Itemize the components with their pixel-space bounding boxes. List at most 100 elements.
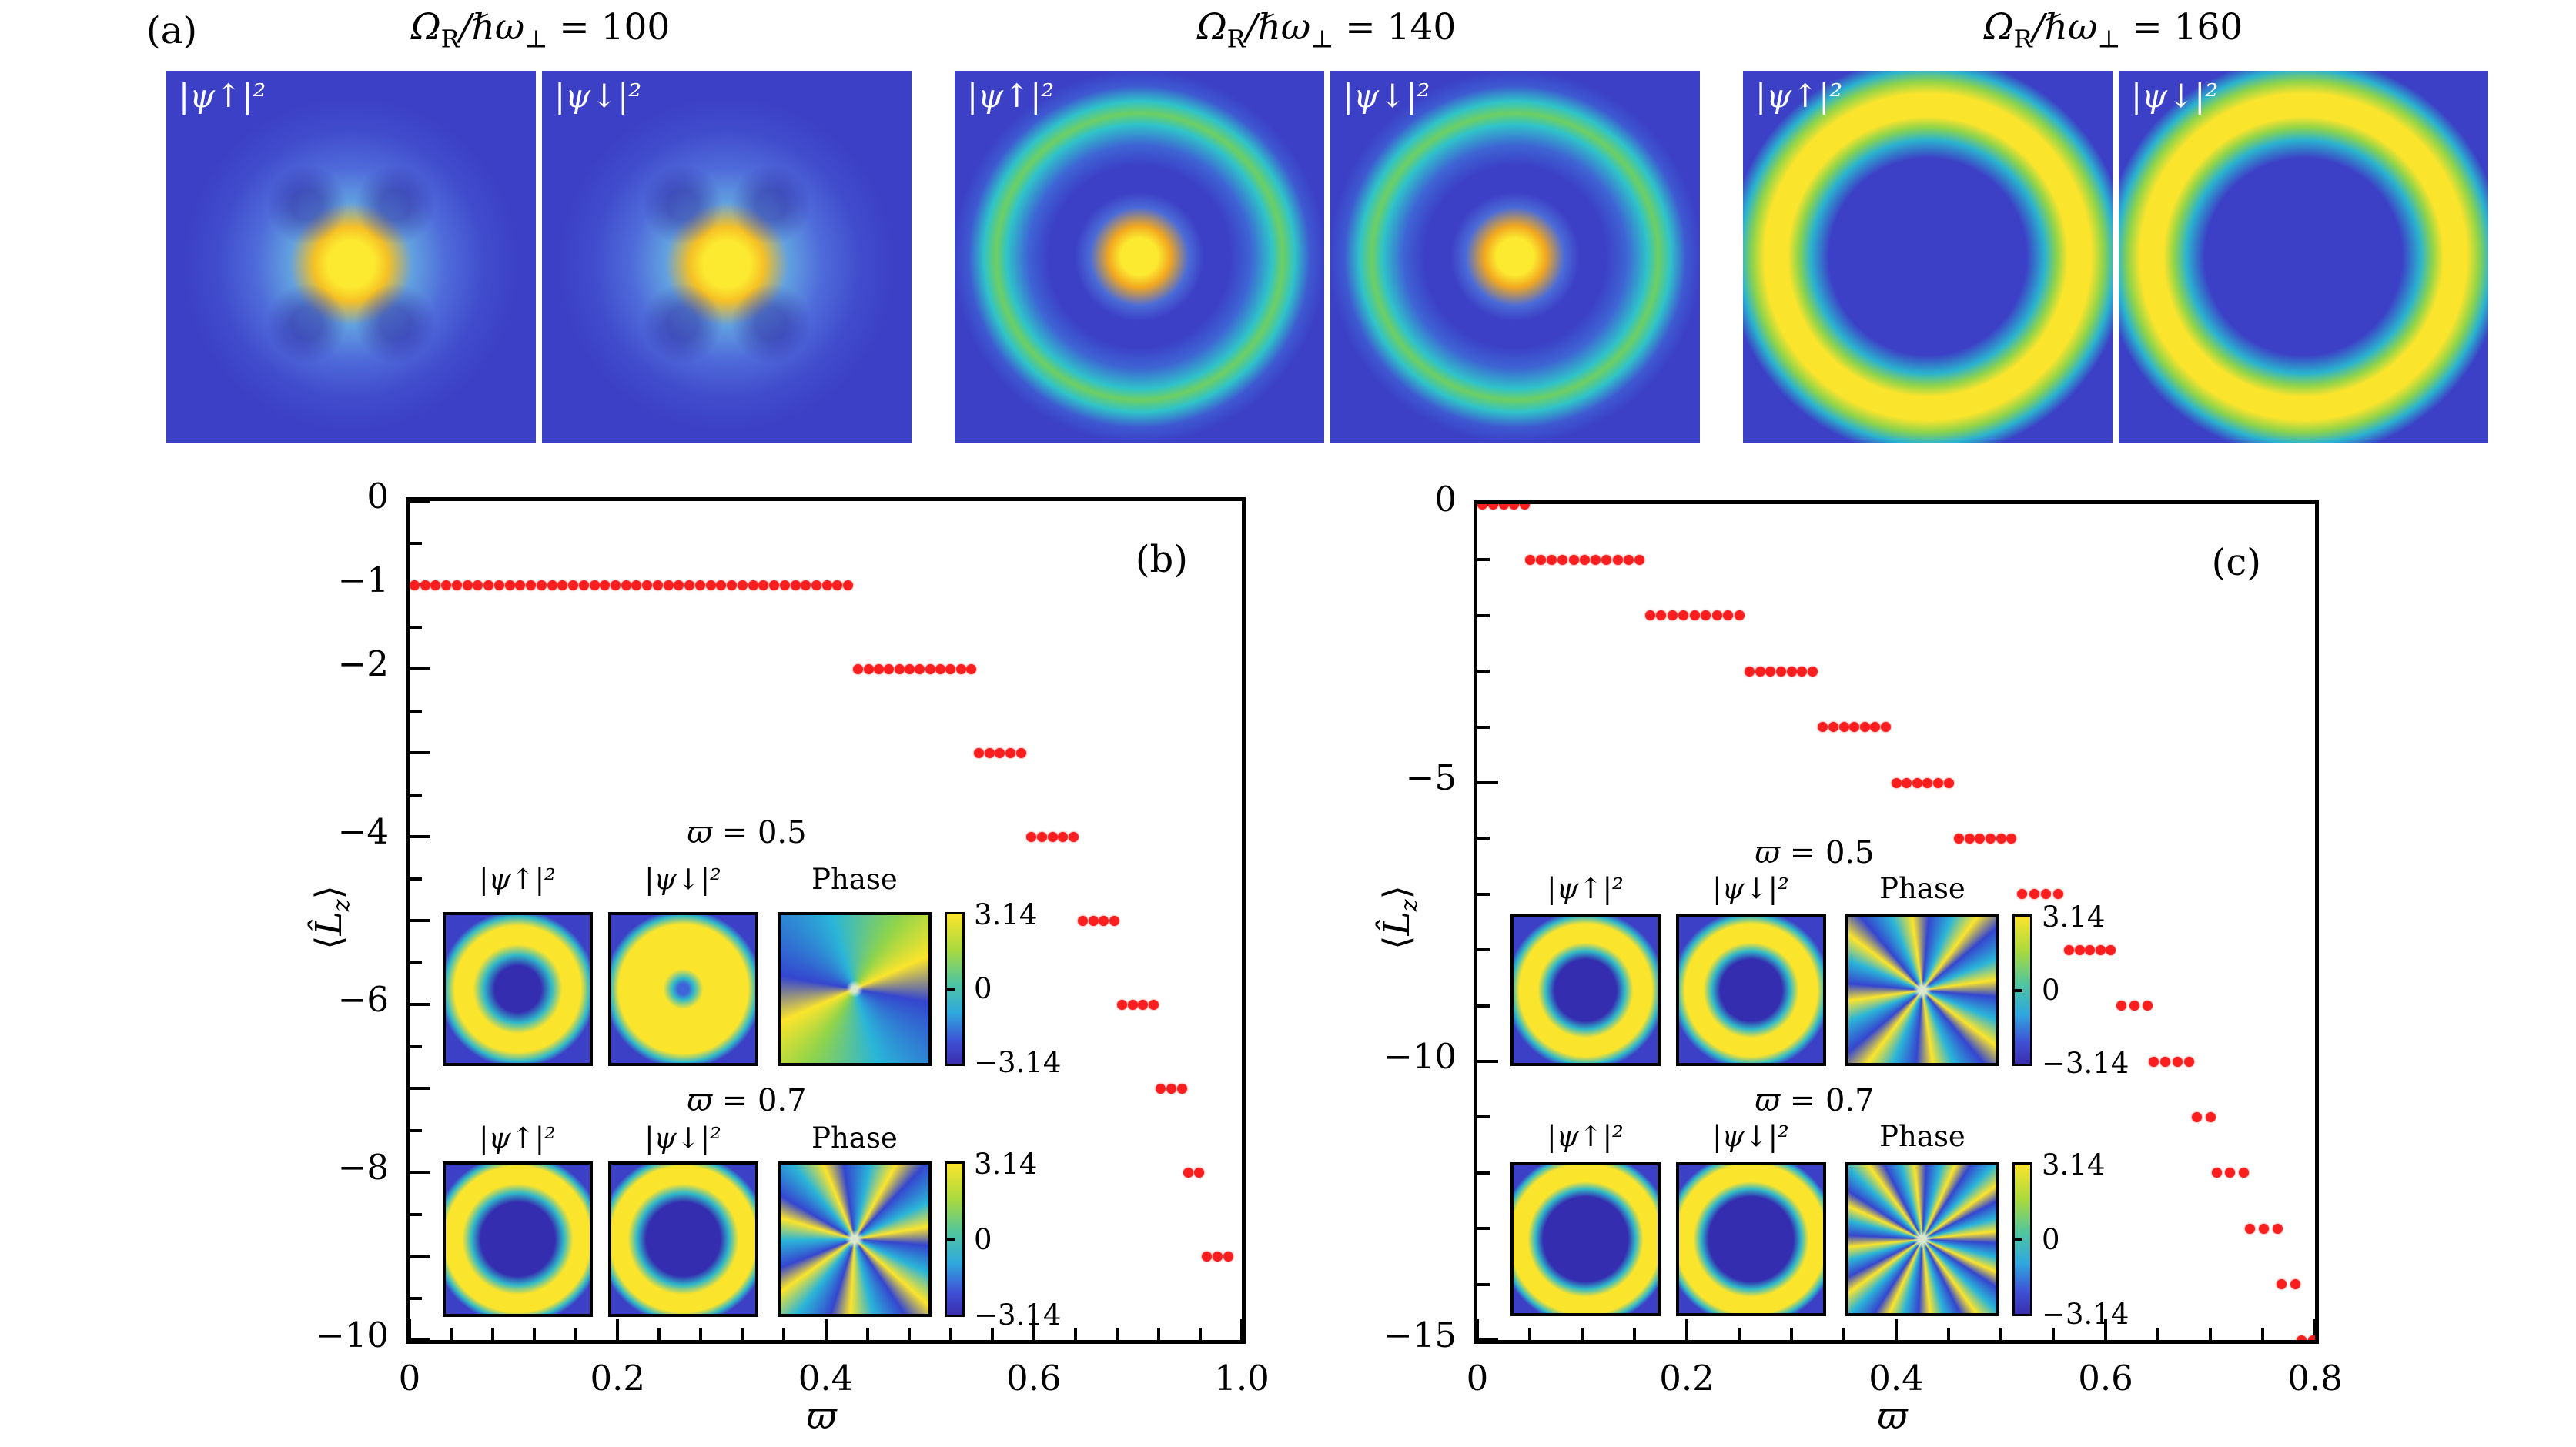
data-point [1047, 831, 1058, 842]
y-tick [1477, 1115, 1490, 1119]
colorbar-max-label: 3.14 [974, 1148, 1038, 1181]
data-point [557, 580, 568, 590]
colorbar-min-label: −3.14 [974, 1046, 1062, 1079]
x-tick-label: 0.4 [1868, 1358, 1924, 1399]
inset-density-down [1676, 1162, 1826, 1316]
y-tick-label: −5 [1405, 757, 1457, 798]
panel-b-inset1-title: ϖ = 0.5 [687, 815, 807, 850]
data-point [1568, 554, 1579, 565]
y-tick [410, 1171, 430, 1174]
x-tick [1198, 1328, 1202, 1340]
data-point [1765, 666, 1776, 677]
y-tick [410, 919, 430, 922]
density-label: |ψ↓|² [1343, 77, 1430, 115]
y-tick [410, 625, 422, 629]
data-point [801, 580, 811, 590]
colorbar-max-label: 3.14 [2042, 901, 2106, 934]
data-point [441, 580, 452, 590]
y-tick [410, 1212, 422, 1216]
data-point [2006, 833, 2017, 844]
psi-up-label: |ψ↑|² [479, 863, 556, 896]
data-point [1524, 554, 1535, 565]
data-point [973, 747, 984, 758]
data-point [1678, 610, 1689, 621]
y-tick [1477, 725, 1490, 729]
x-tick [2052, 1328, 2055, 1340]
x-tick [2209, 1328, 2212, 1340]
data-point [2160, 1056, 2171, 1067]
data-point [2172, 1056, 2183, 1067]
data-point [2129, 1001, 2139, 1011]
phase-colorbar [945, 912, 965, 1066]
data-point [451, 580, 462, 590]
data-point [1922, 777, 1933, 788]
data-point [473, 580, 483, 590]
data-point [1996, 833, 2006, 844]
y-tick-label: −4 [337, 811, 389, 852]
data-point [483, 580, 494, 590]
data-point [2016, 889, 2027, 900]
data-point [821, 580, 832, 590]
data-point [1078, 915, 1089, 926]
data-point [1634, 554, 1645, 565]
x-tick [1032, 1319, 1035, 1340]
data-point [2205, 1111, 2216, 1122]
psi-down-label: |ψ↓|² [1712, 1120, 1789, 1153]
data-point [1519, 504, 1530, 510]
data-point [1477, 504, 1488, 510]
data-point [1099, 915, 1109, 926]
panel-b-y-axis-title: ⟨L̂z⟩ [308, 885, 356, 950]
data-point [1223, 1251, 1234, 1262]
panel-a-title-140: ΩR/ℏω⊥ = 140 [1196, 6, 1457, 54]
data-point [2276, 1279, 2287, 1290]
y-tick [1477, 948, 1490, 952]
data-point [1891, 777, 1902, 788]
y-tick [410, 667, 430, 670]
x-tick [1842, 1328, 1845, 1340]
data-point [684, 580, 695, 590]
data-point [410, 580, 420, 590]
x-tick [2261, 1328, 2264, 1340]
data-point [2211, 1168, 2222, 1178]
data-point [2063, 944, 2074, 955]
y-tick [1477, 670, 1490, 673]
data-point [2272, 1223, 2283, 1234]
y-tick [1477, 504, 1498, 506]
x-tick [491, 1328, 495, 1340]
panel-a-label: (a) [146, 9, 198, 52]
density-label: |ψ↑|² [179, 77, 266, 115]
data-point [1088, 915, 1099, 926]
phase-colorbar [2012, 914, 2032, 1066]
y-tick-label: −15 [1383, 1315, 1457, 1355]
x-tick-label: 0.6 [1005, 1358, 1062, 1399]
x-tick [450, 1328, 453, 1340]
x-tick [782, 1328, 786, 1340]
data-point [2085, 944, 2096, 955]
x-tick [1999, 1328, 2002, 1340]
y-tick [410, 793, 422, 797]
x-tick [990, 1328, 994, 1340]
data-point [727, 580, 738, 590]
phase-label: Phase [811, 1121, 898, 1155]
density-label: |ψ↓|² [554, 77, 642, 115]
data-point [1701, 610, 1711, 621]
x-tick [1156, 1328, 1160, 1340]
y-tick [1477, 1338, 1498, 1340]
data-point [420, 580, 430, 590]
inset-density-up [1510, 914, 1661, 1066]
data-point [2142, 1001, 2153, 1011]
data-point [1985, 833, 1996, 844]
y-tick [410, 1044, 422, 1048]
data-point [1612, 554, 1623, 565]
data-point [2074, 944, 2085, 955]
data-point [1838, 722, 1849, 733]
data-point [1786, 666, 1797, 677]
panel-c-y-axis-title: ⟨L̂z⟩ [1376, 885, 1423, 950]
inset-density-down [608, 912, 758, 1066]
x-tick [1895, 1319, 1898, 1340]
y-tick-label: −6 [337, 979, 389, 1020]
data-point [536, 580, 547, 590]
inset-density-up [443, 1161, 593, 1317]
data-point [526, 580, 537, 590]
